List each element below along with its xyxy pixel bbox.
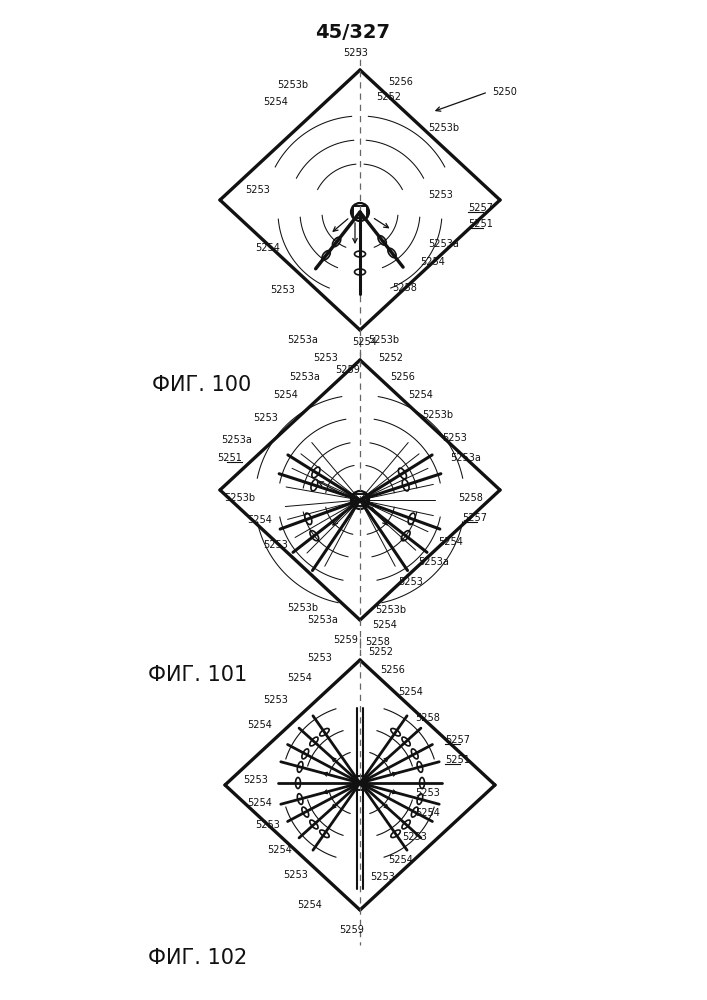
Text: 5253: 5253: [270, 285, 295, 295]
Text: ФИГ. 100: ФИГ. 100: [152, 375, 251, 395]
Text: 5254: 5254: [247, 515, 272, 525]
Text: 5254: 5254: [415, 808, 440, 818]
Text: 5253: 5253: [344, 48, 368, 58]
Text: 5257: 5257: [468, 203, 493, 213]
Text: 5253a: 5253a: [418, 557, 449, 567]
Text: 5254: 5254: [247, 798, 272, 808]
Text: 5253: 5253: [442, 433, 467, 443]
Text: 5254: 5254: [273, 390, 298, 400]
Text: 5254: 5254: [353, 337, 378, 347]
Text: 5259: 5259: [336, 365, 361, 375]
Text: 45/327: 45/327: [315, 23, 390, 42]
Text: 5257: 5257: [462, 513, 487, 523]
Text: 5252: 5252: [376, 92, 401, 102]
Text: 5258: 5258: [392, 283, 417, 293]
Text: 5254: 5254: [388, 855, 413, 865]
Text: 5251: 5251: [468, 219, 493, 229]
Text: 5257: 5257: [445, 735, 470, 745]
Text: 5254: 5254: [372, 620, 397, 630]
Text: ФИГ. 101: ФИГ. 101: [148, 665, 247, 685]
Text: 5253: 5253: [307, 653, 332, 663]
Text: 5253: 5253: [243, 775, 268, 785]
Text: 5251: 5251: [217, 453, 242, 463]
Text: 5253b: 5253b: [368, 335, 399, 345]
Text: 5256: 5256: [380, 665, 405, 675]
Text: 5252: 5252: [378, 353, 403, 363]
Text: 5253b: 5253b: [224, 493, 255, 503]
Text: 5253: 5253: [398, 577, 423, 587]
Text: 5254: 5254: [263, 97, 288, 107]
Text: 5254: 5254: [247, 720, 272, 730]
Text: 5253: 5253: [263, 695, 288, 705]
Text: 5254: 5254: [255, 243, 280, 253]
Text: 5253: 5253: [255, 820, 280, 830]
Text: 5253: 5253: [253, 413, 278, 423]
Text: 5253b: 5253b: [277, 80, 308, 90]
Text: 5258: 5258: [458, 493, 483, 503]
Text: 5259: 5259: [339, 925, 364, 935]
Text: ФИГ. 102: ФИГ. 102: [148, 948, 247, 968]
Text: 5251: 5251: [445, 755, 470, 765]
Text: 5250: 5250: [492, 87, 517, 97]
Text: 5253b: 5253b: [287, 603, 318, 613]
Text: 5254: 5254: [438, 537, 463, 547]
Text: 5253: 5253: [415, 788, 440, 798]
Text: 5253: 5253: [428, 190, 453, 200]
Text: 5253: 5253: [370, 872, 395, 882]
Text: 5253a: 5253a: [287, 335, 318, 345]
Text: 5256: 5256: [388, 77, 413, 87]
Text: 5254: 5254: [398, 687, 423, 697]
Text: 5253: 5253: [263, 540, 288, 550]
Text: 5254: 5254: [297, 900, 322, 910]
Text: 5253: 5253: [402, 832, 427, 842]
Text: 5253b: 5253b: [375, 605, 406, 615]
Text: 5253b: 5253b: [428, 123, 459, 133]
Text: 5254: 5254: [287, 673, 312, 683]
Text: 5259: 5259: [334, 635, 358, 645]
Text: 5256: 5256: [390, 372, 415, 382]
Text: 5253: 5253: [313, 353, 338, 363]
Text: 5258: 5258: [365, 637, 390, 647]
Text: 5253a: 5253a: [289, 372, 320, 382]
Text: 5253: 5253: [283, 870, 308, 880]
Text: 5253a: 5253a: [428, 239, 459, 249]
Text: 5254: 5254: [267, 845, 292, 855]
Text: 5254: 5254: [408, 390, 433, 400]
Text: 5253a: 5253a: [307, 615, 338, 625]
Text: 5253: 5253: [245, 185, 270, 195]
Text: 5254: 5254: [420, 257, 445, 267]
Text: 5258: 5258: [415, 713, 440, 723]
Text: 5253a: 5253a: [450, 453, 481, 463]
Text: 5252: 5252: [368, 647, 393, 657]
Text: 5253a: 5253a: [221, 435, 252, 445]
Text: 5253b: 5253b: [422, 410, 453, 420]
